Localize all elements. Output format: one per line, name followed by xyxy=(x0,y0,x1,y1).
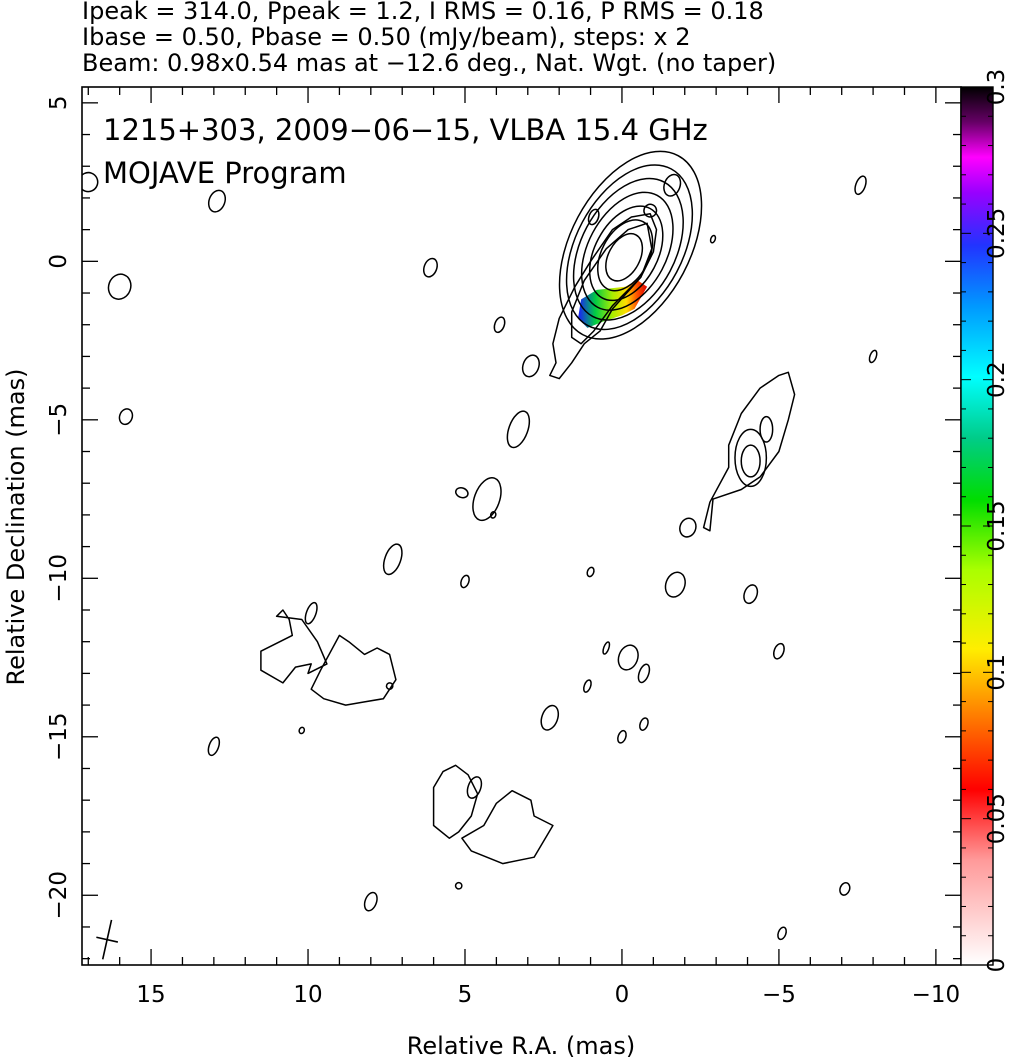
emission-blob-contour xyxy=(260,609,328,684)
x-tick-label: −5 xyxy=(762,982,796,1008)
x-tick-label: 5 xyxy=(458,982,473,1008)
colorbar-tick-label: 0.3 xyxy=(984,69,1010,106)
blob-inner-contour xyxy=(734,428,768,488)
core-contour xyxy=(565,164,694,331)
noise-contour-island xyxy=(521,354,540,378)
noise-contour-island xyxy=(617,644,639,671)
noise-contour-island xyxy=(777,926,787,941)
core-contour xyxy=(597,219,654,292)
colorbar-tick-label: 0.2 xyxy=(984,361,1010,398)
noise-contour-island xyxy=(709,234,717,244)
noise-contour-island xyxy=(298,726,306,735)
emission-blob-contour xyxy=(702,371,796,532)
core-contour xyxy=(558,150,703,340)
noise-contour-island xyxy=(637,663,651,684)
noise-contour-island xyxy=(617,729,627,744)
plot-title-line-2: MOJAVE Program xyxy=(103,156,347,190)
noise-contour-island xyxy=(304,601,318,625)
x-tick-label: −10 xyxy=(912,982,961,1008)
core-contour xyxy=(572,177,684,321)
y-tick-label: 5 xyxy=(46,96,72,111)
noise-contour-island xyxy=(454,881,463,890)
noise-contour-island xyxy=(493,316,506,334)
noise-contour-island xyxy=(207,736,221,757)
colorbar-tick-label: 0.05 xyxy=(984,793,1010,844)
emission-blob-contour xyxy=(461,789,554,865)
noise-contour-island xyxy=(118,408,134,426)
noise-contour-island xyxy=(664,571,686,598)
colorbar-tick-label: 0 xyxy=(984,958,1010,973)
noise-contour-island xyxy=(82,171,99,193)
noise-contour-island xyxy=(506,410,531,449)
noise-contour-island xyxy=(586,566,595,578)
noise-contour-island xyxy=(454,487,469,499)
header-line-2: Ibase = 0.50, Pbase = 0.50 (mJy/beam), s… xyxy=(82,23,691,51)
plot-frame xyxy=(81,86,962,966)
x-tick-label: 15 xyxy=(136,982,165,1008)
noise-contour-island xyxy=(540,704,560,731)
y-tick-label: 0 xyxy=(46,254,72,269)
noise-contour-island xyxy=(663,173,682,197)
noise-contour-island xyxy=(639,717,649,731)
noise-contour-island xyxy=(743,584,759,605)
noise-contour-island xyxy=(107,273,132,300)
emission-blob-contour xyxy=(432,764,479,839)
blob-inner-contour xyxy=(759,415,774,443)
noise-contour-island xyxy=(207,189,227,213)
noise-contour-island xyxy=(489,511,497,519)
noise-contour-island xyxy=(460,574,470,589)
noise-contour-island xyxy=(583,679,592,693)
header-line-1: Ipeak = 314.0, Ppeak = 1.2, I RMS = 0.16… xyxy=(82,0,764,25)
beam-minor-axis xyxy=(96,936,119,943)
header-line-3: Beam: 0.98x0.54 mas at −12.6 deg., Nat. … xyxy=(82,49,777,77)
noise-contour-island xyxy=(602,641,611,655)
noise-contour-island xyxy=(385,682,394,690)
y-tick-label: −20 xyxy=(46,871,72,920)
noise-contour-island xyxy=(587,208,600,226)
x-tick-label: 10 xyxy=(293,982,322,1008)
core-contour xyxy=(605,232,644,282)
core-contour xyxy=(580,191,674,311)
y-tick-label: −15 xyxy=(46,713,72,762)
x-tick-label: 0 xyxy=(615,982,630,1008)
noise-contour-island xyxy=(643,203,658,218)
y-axis-title: Relative Declination (mas) xyxy=(2,368,30,685)
colorbar-tick-label: 0.25 xyxy=(984,208,1010,259)
colorbar-tick-label: 0.1 xyxy=(984,654,1010,691)
emission-blob-contour xyxy=(310,634,397,706)
core-contour xyxy=(588,205,664,302)
x-axis-title: Relative R.A. (mas) xyxy=(407,1032,635,1060)
noise-contour-island xyxy=(466,776,483,799)
noise-contour-island xyxy=(868,349,878,364)
y-tick-label: −5 xyxy=(46,403,72,437)
noise-contour-island xyxy=(363,891,378,912)
polarization-patch xyxy=(578,280,648,328)
noise-contour-island xyxy=(854,175,867,196)
plot-area xyxy=(82,150,878,960)
blob-inner-contour xyxy=(740,444,761,478)
y-tick-label: −10 xyxy=(46,554,72,603)
noise-contour-island xyxy=(422,257,438,278)
plot-title-line-1: 1215+303, 2009−06−15, VLBA 15.4 GHz xyxy=(103,113,708,147)
noise-contour-island xyxy=(772,642,785,660)
noise-contour-island xyxy=(472,477,502,522)
colorbar-tick-label: 0.15 xyxy=(984,500,1010,551)
noise-contour-island xyxy=(839,882,851,896)
noise-contour-island xyxy=(382,543,403,576)
noise-contour-island xyxy=(679,517,697,538)
